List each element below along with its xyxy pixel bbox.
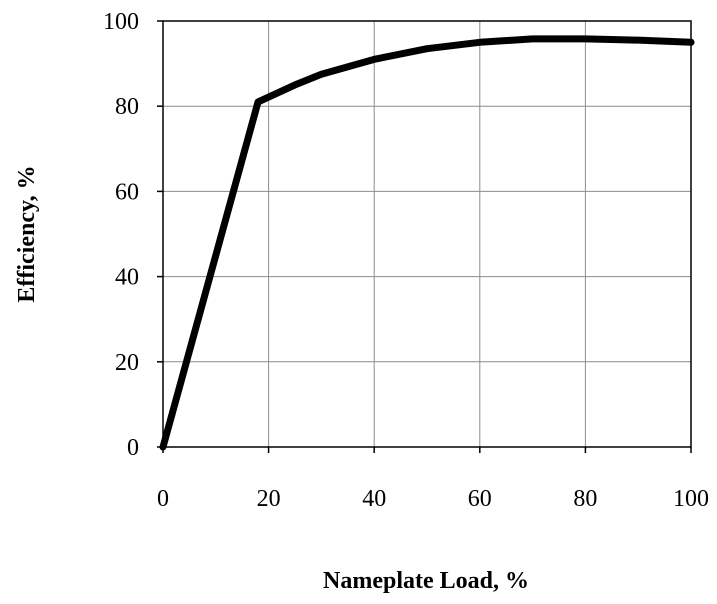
series-layer <box>163 39 691 447</box>
x-tick-label: 60 <box>468 486 492 512</box>
x-tick-label: 40 <box>362 486 386 512</box>
x-axis-title: Nameplate Load, % <box>323 568 529 594</box>
y-tick-label: 80 <box>115 94 139 120</box>
y-tick-label: 20 <box>115 350 139 376</box>
x-tick-label: 100 <box>673 486 709 512</box>
x-tick-labels: 0 20 40 60 80 100 <box>157 486 709 512</box>
x-tick-label: 20 <box>257 486 281 512</box>
y-tick-label: 100 <box>103 9 139 35</box>
efficiency-curve <box>163 39 691 447</box>
y-axis-title: Efficiency, % <box>14 165 40 302</box>
y-tick-labels: 0 20 40 60 80 100 <box>103 9 139 461</box>
plot-frame <box>157 21 691 453</box>
y-tick-label: 0 <box>127 435 139 461</box>
x-tick-label: 0 <box>157 486 169 512</box>
x-tick-label: 80 <box>573 486 597 512</box>
plot-border <box>163 21 691 447</box>
y-tick-label: 40 <box>115 265 139 291</box>
grid-lines <box>163 21 691 447</box>
y-tick-label: 60 <box>115 179 139 205</box>
